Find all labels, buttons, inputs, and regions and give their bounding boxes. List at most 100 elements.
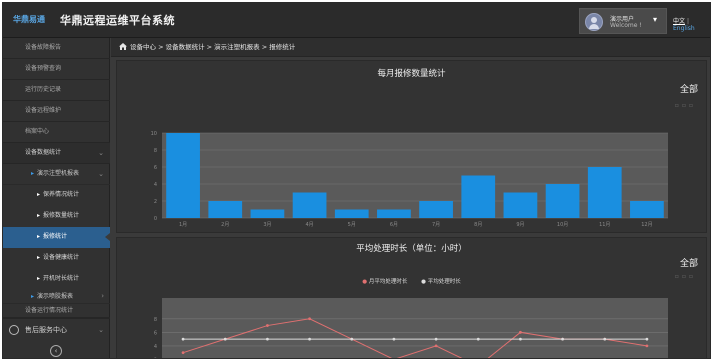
lang-zh-link[interactable]: 中文	[673, 18, 686, 25]
sidebar-leaf-repair-count-stats[interactable]: ▸ 报修数量统计	[37, 212, 80, 219]
sidebar-item-remote-maintenance[interactable]: 设备远程维护	[3, 101, 110, 122]
bar	[166, 133, 200, 218]
collapse-sidebar-button[interactable]: ‹	[50, 345, 62, 357]
lang-en-link[interactable]: English	[673, 25, 695, 32]
bar-chart-panel: 每月报修数量统计 全部 ▫▫▫ 0 2 4 6 8 10 1月 2月 3月 4月 5月 6月 7月 8月 9…	[116, 60, 707, 233]
chart-tools[interactable]: ▫▫▫	[674, 273, 696, 280]
data-point	[603, 337, 607, 341]
breadcrumb: 设备中心 > 设备数据统计 > 演示注塑机报表 > 报修统计	[111, 38, 710, 57]
bullet-icon: ▸	[37, 233, 41, 240]
bar	[208, 201, 243, 218]
bar	[292, 192, 327, 218]
sidebar-subitem-glue-report[interactable]: ▸ 演示喷胶报表 ›	[3, 290, 110, 304]
breadcrumb-text: 设备中心 > 设备数据统计 > 演示注塑机报表 > 报修统计	[130, 43, 296, 51]
service-icon	[9, 325, 19, 335]
y-tick-label: 8	[154, 317, 157, 323]
x-tick-label: 2月	[221, 222, 229, 228]
x-tick-label: 5月	[348, 222, 356, 228]
legend-item[interactable]: ● 月平均处理时长	[362, 279, 408, 285]
data-point	[561, 337, 564, 341]
x-tick-label: 12月	[641, 222, 652, 228]
language-switch: 中文 | English	[673, 18, 695, 32]
data-point	[350, 337, 354, 341]
user-welcome: Welcome !	[610, 22, 642, 29]
logo: 华鼎易通	[13, 15, 45, 24]
y-tick-label: 2	[154, 357, 157, 359]
chevron-right-icon: ›	[101, 292, 104, 300]
chart-title: 平均处理时长（单位：小时）	[356, 244, 467, 254]
y-tick-label: 4	[154, 182, 157, 188]
sidebar-item-fault-report[interactable]: 设备故障报告	[3, 38, 110, 59]
legend: ● 月平均处理时长 ● 平均处理时长	[117, 277, 706, 285]
sidebar-item-warning-query[interactable]: 设备预警查询	[3, 59, 110, 80]
x-tick-label: 10月	[557, 222, 568, 228]
chevron-down-icon: ⌄	[98, 149, 104, 157]
x-tick-label: 11月	[599, 222, 610, 228]
sidebar-leaf-repair-stats[interactable]: ▸ 报修统计	[3, 227, 110, 248]
bar	[630, 201, 664, 218]
plot-area	[162, 133, 668, 218]
data-point	[393, 358, 396, 359]
bullet-icon: ▸	[37, 191, 41, 198]
bar	[377, 209, 411, 218]
y-tick-label: 2	[154, 199, 157, 205]
user-menu[interactable]: 演示用户 Welcome ! ▾	[579, 8, 667, 34]
data-point	[645, 344, 649, 348]
sidebar-subitem-injection-report[interactable]: ▸ 演示注塑机报表 ⌄	[3, 164, 110, 185]
legend-dot-icon: ●	[421, 279, 426, 285]
sidebar-item-service-center[interactable]: 售后服务中心 ⌄	[3, 318, 110, 340]
bullet-icon: ▸	[37, 275, 41, 282]
data-point	[392, 337, 396, 341]
data-point	[181, 337, 185, 341]
bar-chart: 0 2 4 6 8 10 1月 2月 3月 4月 5月 6月 7月 8月 9月 10月 11月 12月	[151, 131, 668, 228]
bar	[503, 192, 538, 218]
top-bar: 华鼎易通 华鼎远程运维平台系统 演示用户 Welcome ! ▾ 中文 | En…	[3, 3, 710, 38]
line-chart-panel: 平均处理时长（单位：小时） 全部 ▫▫▫ ● 月平均处理时长 ● 平均处理时长 …	[116, 237, 707, 359]
bar	[334, 209, 369, 218]
data-point	[519, 330, 522, 334]
sidebar-item-operation-stats[interactable]: 设备运行情况统计	[3, 304, 110, 318]
data-point	[266, 337, 269, 341]
data-point	[266, 324, 269, 327]
data-point	[308, 337, 311, 341]
sidebar-leaf-maintenance-stats[interactable]: ▸ 保养情况统计	[37, 191, 80, 198]
legend-dot-icon: ●	[362, 279, 368, 285]
sidebar-item-archive[interactable]: 档案中心	[3, 122, 110, 143]
y-tick-label: 8	[154, 148, 157, 154]
x-tick-label: 7月	[432, 222, 440, 228]
y-tick-label: 6	[154, 165, 157, 171]
y-tick-label: 0	[154, 216, 157, 222]
sidebar-item-history[interactable]: 运行历史记录	[3, 80, 110, 101]
main-content: 每月报修数量统计 全部 ▫▫▫ 0 2 4 6 8 10 1月 2月 3月 4月 5月 6月 7月 8月 9…	[111, 57, 710, 359]
x-tick-label: 9月	[516, 222, 524, 228]
data-point	[434, 337, 438, 341]
x-tick-label: 4月	[305, 222, 313, 228]
sidebar-leaf-uptime-stats[interactable]: ▸ 开机时长统计	[37, 275, 80, 282]
bullet-icon: ▸	[37, 254, 41, 261]
filter-all-button[interactable]: 全部	[679, 85, 698, 95]
data-point	[476, 337, 480, 341]
bar	[419, 201, 453, 218]
bullet-icon: ▸	[37, 212, 41, 219]
chart-title: 每月报修数量统计	[377, 69, 446, 79]
y-tick-label: 6	[154, 330, 157, 336]
sidebar-leaf-health-stats[interactable]: ▸ 设备健康统计	[37, 254, 80, 261]
bar	[461, 175, 496, 218]
x-tick-label: 6月	[390, 222, 398, 228]
sidebar-item-data-stats[interactable]: 设备数据统计 ⌄	[3, 143, 110, 164]
data-point	[308, 317, 311, 321]
bullet-icon: ▸	[31, 170, 35, 177]
data-point	[519, 337, 522, 341]
line-chart: 2 4 6 8	[154, 298, 668, 359]
legend-item[interactable]: ● 平均处理时长	[421, 279, 461, 285]
data-point	[223, 337, 227, 341]
caret-down-icon[interactable]: ▾	[653, 15, 658, 24]
data-point	[645, 337, 649, 341]
filter-all-button[interactable]: 全部	[679, 259, 698, 269]
chart-tools[interactable]: ▫▫▫	[674, 102, 696, 109]
x-tick-label: 8月	[474, 222, 482, 228]
data-point	[434, 344, 438, 348]
sidebar: 设备故障报告 设备预警查询 运行历史记录 设备远程维护 档案中心 设备数据统计 ⌄…	[3, 38, 110, 358]
home-icon[interactable]	[119, 43, 127, 50]
